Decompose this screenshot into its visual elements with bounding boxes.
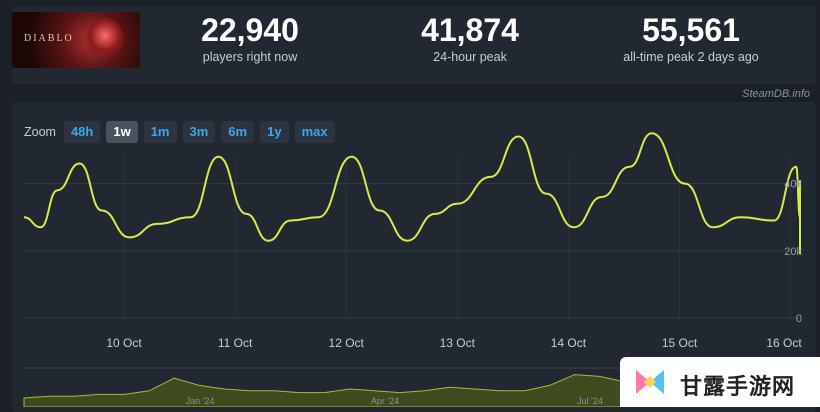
x-tick-label: 16 Oct <box>766 336 802 350</box>
x-tick-label: 12 Oct <box>329 336 365 350</box>
x-tick-label: 14 Oct <box>551 336 587 350</box>
watermark-badge: 甘露手游网 <box>620 357 820 407</box>
y-tick-label: 40k <box>784 179 802 191</box>
navigator-tick-label: Jul '24 <box>577 396 603 406</box>
y-tick-label: 20k <box>784 246 802 258</box>
navigator-tick-label: Apr '24 <box>371 396 399 406</box>
x-tick-label: 11 Oct <box>218 336 253 350</box>
x-tick-label: 10 Oct <box>106 336 142 350</box>
x-tick-label: 13 Oct <box>440 336 476 350</box>
player-count-line <box>24 133 800 254</box>
watermark-logo-icon <box>634 367 666 397</box>
navigator-tick-label: Jan '24 <box>186 396 215 406</box>
watermark-text: 甘露手游网 <box>680 369 795 401</box>
x-tick-label: 15 Oct <box>662 336 698 350</box>
y-tick-label: 0 <box>796 313 802 325</box>
